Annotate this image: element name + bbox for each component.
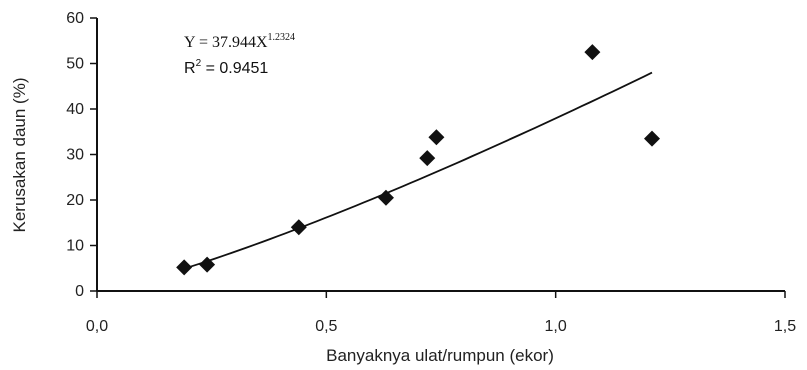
y-tick-label: 50 <box>66 56 84 73</box>
y-tick-label: 20 <box>66 192 84 209</box>
y-ticks: 0 10 20 30 40 50 60 <box>66 10 97 300</box>
data-point-diamond <box>176 259 193 276</box>
data-point-diamond <box>377 189 394 206</box>
x-tick-label: 1,5 <box>774 318 796 335</box>
data-point-diamond <box>290 219 307 236</box>
x-axis-title: Banyaknya ulat/rumpun (ekor) <box>326 346 554 365</box>
data-point-diamond <box>643 130 660 147</box>
y-axis-title: Kerusakan daun (%) <box>10 78 29 233</box>
x-ticks: 0,0 0,5 1,0 1,5 <box>86 291 796 335</box>
y-tick-label: 10 <box>66 238 84 255</box>
data-point-diamond <box>584 44 601 61</box>
y-tick-label: 0 <box>75 283 84 300</box>
trendline <box>183 71 653 270</box>
y-tick-label: 30 <box>66 147 84 164</box>
y-tick-label: 40 <box>66 101 84 118</box>
x-tick-label: 0,5 <box>315 318 337 335</box>
trend-equation: Y = 37.944X1.2324 <box>184 32 295 51</box>
data-point-diamond <box>428 129 445 146</box>
data-point-diamond <box>199 256 216 273</box>
data-point-diamond <box>419 150 436 167</box>
y-tick-label: 60 <box>66 10 84 27</box>
data-points <box>176 44 660 276</box>
x-tick-label: 0,0 <box>86 318 108 335</box>
r-squared: R2 = 0.9451 <box>184 58 268 77</box>
x-tick-label: 1,0 <box>545 318 567 335</box>
